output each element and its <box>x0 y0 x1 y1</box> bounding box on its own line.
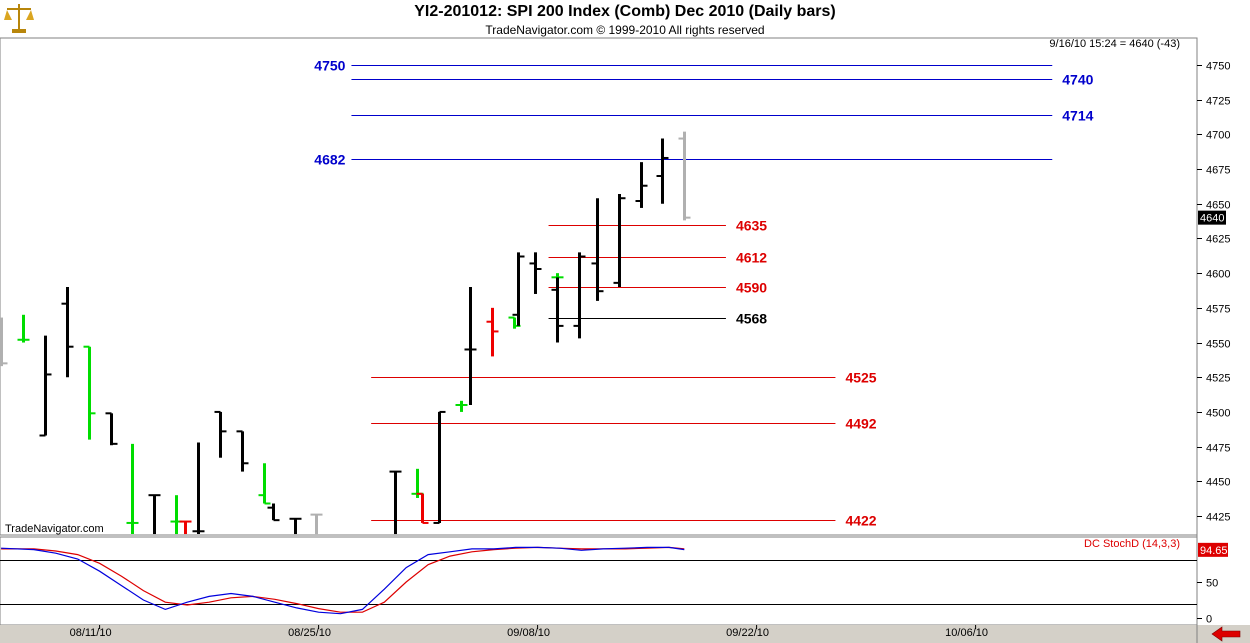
level-label-4714: 4714 <box>1062 108 1093 124</box>
ohlc-bar <box>678 131 691 221</box>
ohlc-bar <box>455 400 468 412</box>
ohlc-bar <box>656 138 669 204</box>
ohlc-bar <box>126 443 139 535</box>
y-tick-label: 4625 <box>1206 234 1230 246</box>
last-price-label: 4640 <box>1200 213 1224 225</box>
scroll-left-arrow-icon[interactable] <box>1211 626 1241 642</box>
ohlc-bar <box>551 277 564 343</box>
ohlc-bar <box>83 345 96 440</box>
level-label-4682: 4682 <box>314 152 345 168</box>
ohlc-bar <box>389 470 402 535</box>
ohlc-bar <box>512 252 525 326</box>
ohlc-bar <box>289 517 302 535</box>
y-tick-label: 4575 <box>1206 304 1230 316</box>
ohlc-bar <box>591 198 604 301</box>
y-tick-label: 4700 <box>1206 130 1230 142</box>
level-label-4750: 4750 <box>314 58 345 74</box>
y-tick-label: 4725 <box>1206 96 1230 108</box>
ohlc-bar <box>0 317 8 367</box>
ohlc-bar <box>192 442 205 535</box>
ohlc-bar <box>214 410 227 458</box>
x-tick-label: 09/22/10 <box>726 627 769 639</box>
stoch-d-line <box>1 546 685 613</box>
level-label-4568: 4568 <box>736 311 767 327</box>
stoch-k-line <box>1 546 685 615</box>
indicator-value-badge <box>1198 542 1228 557</box>
y-tick-label: 4525 <box>1206 373 1230 385</box>
ohlc-bar <box>464 287 477 405</box>
y-tick-label: 4475 <box>1206 443 1230 455</box>
x-tick-label: 08/11/10 <box>70 627 112 639</box>
ohlc-bar <box>258 463 271 505</box>
level-label-4422: 4422 <box>845 513 876 529</box>
y-tick-label: 4500 <box>1206 408 1230 420</box>
y-tick-label: 4450 <box>1206 477 1230 489</box>
x-tick-label: 10/06/10 <box>945 627 988 639</box>
last-price-badge <box>1198 210 1226 225</box>
indicator-value-label: 94.65 <box>1200 545 1228 557</box>
ohlc-bar <box>310 513 323 535</box>
title-bar: YI2-201012: SPI 200 Index (Comb) Dec 201… <box>0 0 1250 38</box>
level-label-4612: 4612 <box>736 250 767 266</box>
ohlc-bar <box>635 162 648 208</box>
x-axis-bar <box>0 625 1250 643</box>
x-tick-label: 08/25/10 <box>288 627 331 639</box>
y-tick-label: 4675 <box>1206 165 1230 177</box>
y-tick-label: 4600 <box>1206 269 1230 281</box>
ohlc-bar <box>613 194 626 288</box>
level-label-4590: 4590 <box>736 280 767 296</box>
y-tick-label: 4650 <box>1206 200 1230 212</box>
ohlc-bar <box>267 503 280 522</box>
level-label-4635: 4635 <box>736 218 767 234</box>
level-label-4492: 4492 <box>845 416 876 432</box>
level-label-4525: 4525 <box>845 370 876 386</box>
watermark: TradeNavigator.com <box>5 523 104 535</box>
ohlc-bar <box>236 430 249 472</box>
indicator-tick-label: 50 <box>1206 578 1218 590</box>
ohlc-bar <box>148 494 161 535</box>
scale-logo-icon <box>4 4 34 33</box>
chart-title: YI2-201012: SPI 200 Index (Comb) Dec 201… <box>414 3 836 20</box>
indicator-name: DC StochD (14,3,3) <box>1084 538 1180 550</box>
indicator-tick-label: 0 <box>1206 614 1212 626</box>
ohlc-bar <box>433 410 446 524</box>
ohlc-bar <box>17 314 30 343</box>
level-label-4740: 4740 <box>1062 72 1093 88</box>
y-tick-label: 4425 <box>1206 512 1230 524</box>
indicator-pane-frame <box>0 536 1198 626</box>
ohlc-bar <box>105 412 118 446</box>
ohlc-bar <box>416 492 429 524</box>
ohlc-bar <box>179 520 192 535</box>
y-tick-label: 4550 <box>1206 339 1230 351</box>
chart-subtitle: TradeNavigator.com © 1999-2010 All right… <box>485 23 765 37</box>
ohlc-bar <box>486 307 499 357</box>
ohlc-bar <box>39 335 52 437</box>
ohlc-bar <box>529 252 542 294</box>
ohlc-bar <box>61 287 74 378</box>
ohlc-bar <box>573 252 586 339</box>
y-tick-label: 4750 <box>1206 61 1230 73</box>
x-tick-label: 09/08/10 <box>507 627 550 639</box>
quote-readout: 9/16/10 15:24 = 4640 (-43) <box>1049 38 1180 50</box>
